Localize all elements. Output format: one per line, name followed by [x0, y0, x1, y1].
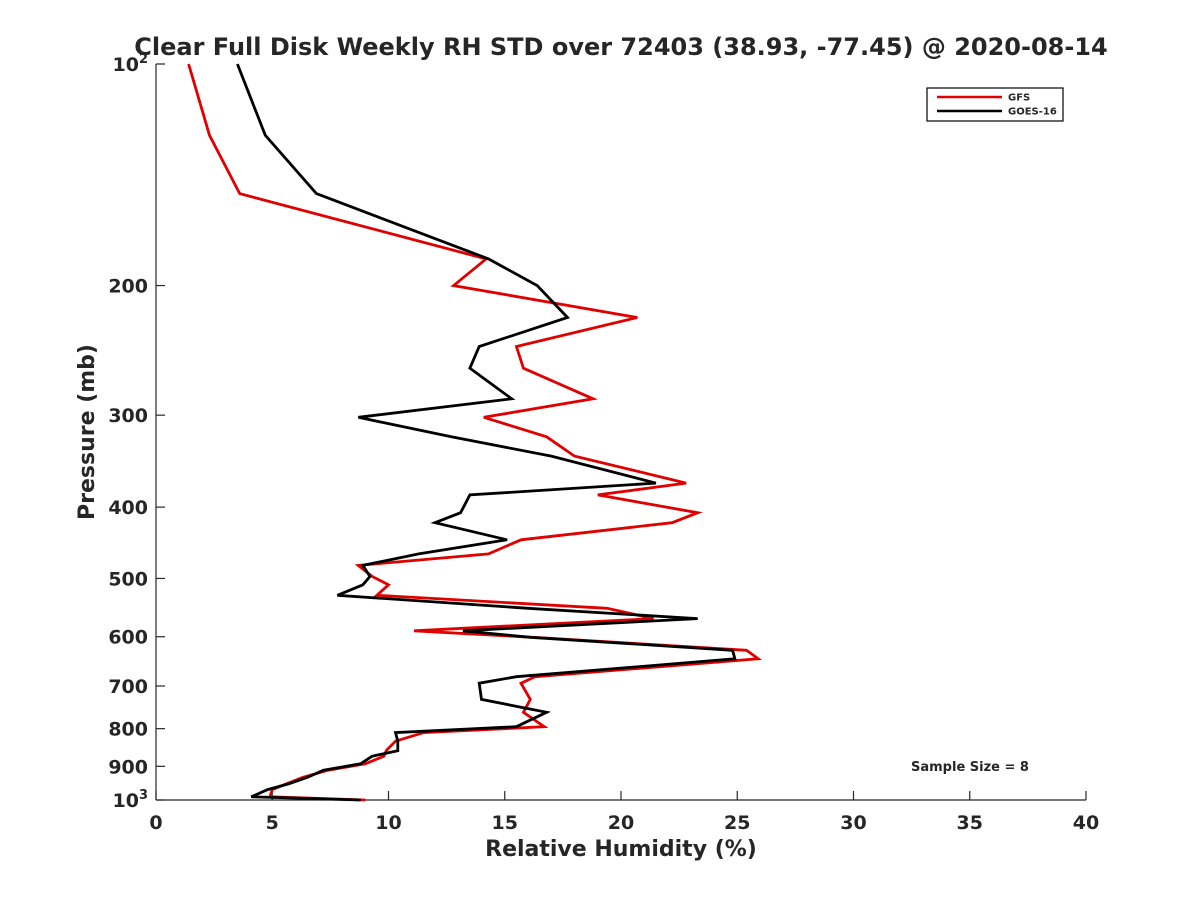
- x-tick-label: 30: [840, 812, 866, 834]
- sample-size-annotation: Sample Size = 8: [911, 760, 1029, 775]
- y-tick-base: 600: [108, 627, 148, 649]
- y-tick-base: 800: [108, 719, 148, 741]
- plot-area: [155, 64, 1086, 801]
- x-tick-label: 5: [266, 812, 279, 834]
- x-tick-label: 25: [724, 812, 750, 834]
- legend: GFS GOES-16: [926, 87, 1064, 122]
- y-tick-label: 200: [108, 276, 148, 298]
- x-tick-label: 0: [149, 812, 162, 834]
- chart-title: Clear Full Disk Weekly RH STD over 72403…: [134, 33, 1107, 61]
- y-tick-label: 102: [113, 52, 149, 76]
- y-tick-base: 10: [113, 54, 139, 76]
- y-tick-label: 500: [108, 568, 148, 590]
- y-tick-base: 700: [108, 676, 148, 698]
- y-tick-base: 400: [108, 497, 148, 519]
- y-tick-base: 900: [108, 756, 148, 778]
- legend-label-goes-16: GOES-16: [1008, 107, 1057, 118]
- y-tick-label: 800: [108, 719, 148, 741]
- legend-label-gfs: GFS: [1008, 93, 1030, 104]
- x-axis-ticks: 0 5 10 15 20 25 30 35 40: [149, 791, 1099, 834]
- x-tick-label: 20: [608, 812, 634, 834]
- y-tick-label: 103: [113, 788, 149, 812]
- x-axis-label: Relative Humidity (%): [485, 837, 757, 862]
- y-tick-base: 10: [113, 790, 139, 812]
- series-line-gfs: [187, 63, 763, 802]
- x-tick-label: 15: [492, 812, 518, 834]
- legend-box: [926, 87, 1064, 122]
- series-layer: [187, 63, 763, 802]
- x-tick-label: 35: [957, 812, 983, 834]
- y-tick-base: 500: [108, 568, 148, 590]
- y-tick-label: 400: [108, 497, 148, 519]
- y-tick-base: 300: [108, 405, 148, 427]
- y-tick-label: 600: [108, 627, 148, 649]
- y-tick-exponent: 3: [139, 788, 148, 803]
- y-tick-base: 200: [108, 276, 148, 298]
- y-tick-exponent: 2: [139, 52, 148, 67]
- y-tick-label: 300: [108, 405, 148, 427]
- series-line-goes-16: [236, 63, 737, 802]
- x-tick-label: 40: [1073, 812, 1099, 834]
- y-tick-label: 900: [108, 756, 148, 778]
- y-tick-label: 700: [108, 676, 148, 698]
- y-axis-label: Pressure (mb): [75, 344, 100, 520]
- x-tick-label: 10: [375, 812, 401, 834]
